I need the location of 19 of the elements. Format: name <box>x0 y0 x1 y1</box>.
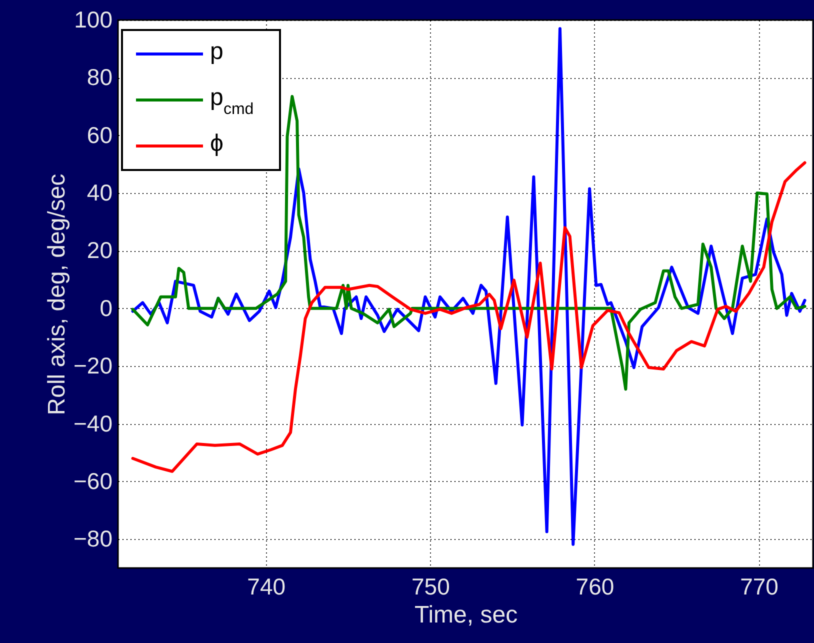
y-axis-title: Roll axis, deg, deg/sec <box>43 174 70 416</box>
y-tick-label: 100 <box>74 6 112 32</box>
x-tick-label: 740 <box>247 574 286 600</box>
y-tick-label: 40 <box>86 180 112 206</box>
x-axis-title: Time, sec <box>414 602 518 628</box>
y-tick-label: 60 <box>86 122 112 148</box>
y-tick-label: −60 <box>73 468 112 494</box>
line-series <box>131 161 806 473</box>
y-tick-label: −20 <box>73 352 112 379</box>
y-tick-label: 80 <box>86 64 112 90</box>
y-tick-label: 20 <box>86 237 112 264</box>
legend-label: p <box>210 38 224 65</box>
x-tick-label: 770 <box>740 574 778 600</box>
y-tick-label: −40 <box>73 410 112 436</box>
legend-label: ϕ <box>210 130 224 157</box>
x-tick-label: 760 <box>576 574 614 600</box>
y-tick-label: −80 <box>73 526 112 552</box>
x-tick-label: 750 <box>411 574 450 600</box>
y-tick-label: 0 <box>100 294 112 321</box>
